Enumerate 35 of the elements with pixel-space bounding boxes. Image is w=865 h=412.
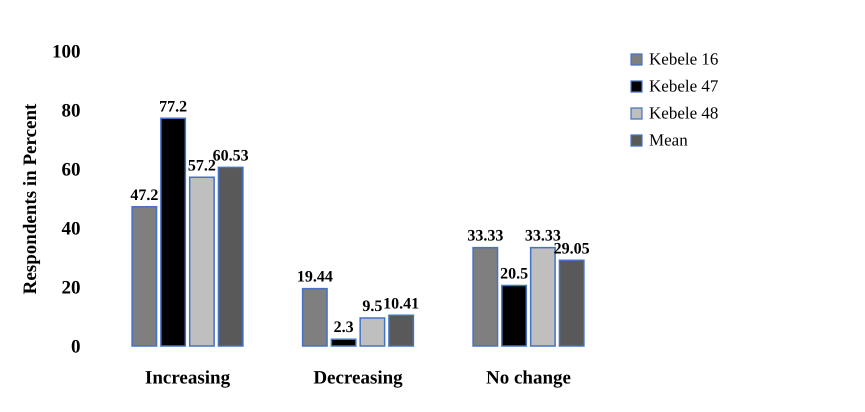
legend-label: Kebele 47	[649, 76, 719, 96]
data-label: 19.44	[296, 268, 333, 286]
x-tick-label: Decreasing	[313, 368, 404, 388]
bar	[131, 206, 158, 347]
data-label: 77.2	[159, 98, 188, 116]
y-tick-label: 0	[71, 336, 80, 358]
y-tick-label: 60	[62, 160, 80, 180]
x-tick-label: Increasing	[144, 368, 231, 388]
bar	[388, 314, 414, 347]
bar	[160, 118, 186, 347]
y-axis-title: Respondents in Percent	[20, 102, 41, 294]
bar	[530, 246, 556, 347]
legend-label: Mean	[649, 130, 688, 150]
legend-label: Kebele 48	[649, 104, 718, 122]
data-label: 20.5	[500, 266, 528, 283]
data-label: 9.5	[362, 298, 382, 315]
bar	[472, 246, 498, 347]
bar	[558, 260, 585, 347]
bar	[188, 176, 215, 347]
legend-label: Kebele 16	[649, 50, 718, 68]
data-label: 47.2	[130, 186, 158, 204]
y-tick-label: 100	[52, 42, 80, 62]
data-label: 10.41	[383, 295, 420, 312]
data-label: 2.3	[334, 319, 354, 336]
bar	[501, 284, 528, 347]
bar	[330, 338, 357, 347]
x-tick-label: No change	[486, 368, 571, 388]
bar	[359, 317, 386, 347]
y-tick-label: 40	[62, 218, 80, 240]
data-label: 33.33	[467, 228, 504, 245]
y-tick-label: 20	[62, 278, 80, 298]
bar	[218, 166, 244, 347]
y-tick-label: 80	[62, 100, 80, 122]
bar	[302, 288, 328, 347]
data-label: 29.05	[554, 240, 590, 258]
